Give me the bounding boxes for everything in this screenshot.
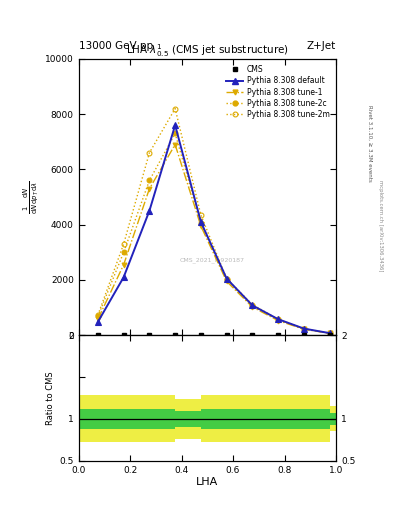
Pythia 8.308 tune-2c	[198, 220, 203, 226]
Legend: CMS, Pythia 8.308 default, Pythia 8.308 tune-1, Pythia 8.308 tune-2c, Pythia 8.3: CMS, Pythia 8.308 default, Pythia 8.308 …	[224, 62, 332, 121]
Pythia 8.308 tune-2c	[95, 313, 100, 319]
Line: Pythia 8.308 tune-1: Pythia 8.308 tune-1	[95, 142, 332, 336]
Y-axis label: Ratio to CMS: Ratio to CMS	[46, 371, 55, 425]
Text: Z+Jet: Z+Jet	[307, 41, 336, 51]
Line: Pythia 8.308 tune-2c: Pythia 8.308 tune-2c	[95, 131, 332, 335]
Pythia 8.308 tune-2c	[276, 317, 281, 323]
Pythia 8.308 tune-1	[250, 304, 255, 310]
Pythia 8.308 tune-2m	[198, 212, 203, 218]
Pythia 8.308 default	[250, 302, 255, 308]
Line: Pythia 8.308 tune-2m: Pythia 8.308 tune-2m	[95, 106, 332, 335]
Pythia 8.308 tune-2c	[224, 278, 229, 284]
Pythia 8.308 tune-2c	[173, 131, 178, 137]
Pythia 8.308 default	[121, 274, 126, 280]
Pythia 8.308 tune-1	[224, 278, 229, 284]
Pythia 8.308 default	[276, 316, 281, 322]
X-axis label: LHA: LHA	[196, 477, 219, 487]
Text: Rivet 3.1.10, ≥ 3.3M events: Rivet 3.1.10, ≥ 3.3M events	[367, 105, 372, 182]
Pythia 8.308 default	[95, 319, 100, 325]
Pythia 8.308 tune-1	[301, 326, 306, 332]
Pythia 8.308 default	[224, 275, 229, 282]
Y-axis label: $\frac{1}{\mathrm{d}N}\frac{\mathrm{d}N}{\mathrm{d}p_T\,\mathrm{d}\lambda}$: $\frac{1}{\mathrm{d}N}\frac{\mathrm{d}N}…	[22, 180, 41, 214]
Pythia 8.308 default	[173, 122, 178, 129]
Pythia 8.308 tune-1	[276, 317, 281, 324]
Pythia 8.308 default	[198, 219, 203, 225]
Pythia 8.308 tune-2m	[147, 150, 152, 156]
Pythia 8.308 tune-2m	[121, 241, 126, 247]
Pythia 8.308 tune-2c	[147, 177, 152, 183]
Text: mcplots.cern.ch [arXiv:1306.3436]: mcplots.cern.ch [arXiv:1306.3436]	[378, 180, 383, 271]
Pythia 8.308 tune-2m	[276, 316, 281, 323]
Pythia 8.308 tune-1	[121, 262, 126, 268]
Pythia 8.308 tune-1	[198, 223, 203, 229]
Line: Pythia 8.308 default: Pythia 8.308 default	[95, 122, 332, 336]
Pythia 8.308 default	[301, 326, 306, 332]
Pythia 8.308 default	[147, 208, 152, 214]
Pythia 8.308 tune-2m	[95, 312, 100, 318]
Pythia 8.308 tune-2m	[327, 330, 332, 336]
Pythia 8.308 default	[327, 330, 332, 336]
Pythia 8.308 tune-2m	[301, 326, 306, 332]
Pythia 8.308 tune-2m	[173, 105, 178, 112]
Text: 13000 GeV pp: 13000 GeV pp	[79, 41, 153, 51]
Pythia 8.308 tune-2c	[301, 326, 306, 332]
Title: LHA $\lambda^{1}_{0.5}$ (CMS jet substructure): LHA $\lambda^{1}_{0.5}$ (CMS jet substru…	[126, 42, 289, 59]
Pythia 8.308 tune-2c	[327, 330, 332, 336]
Pythia 8.308 tune-1	[147, 186, 152, 192]
Text: CMS_2021_I1920187: CMS_2021_I1920187	[180, 258, 245, 264]
Pythia 8.308 tune-2m	[250, 302, 255, 308]
Pythia 8.308 tune-2c	[250, 303, 255, 309]
Pythia 8.308 tune-2c	[121, 249, 126, 255]
Pythia 8.308 tune-1	[95, 316, 100, 322]
Pythia 8.308 tune-1	[327, 330, 332, 336]
Pythia 8.308 tune-2m	[224, 275, 229, 282]
Pythia 8.308 tune-1	[173, 141, 178, 147]
